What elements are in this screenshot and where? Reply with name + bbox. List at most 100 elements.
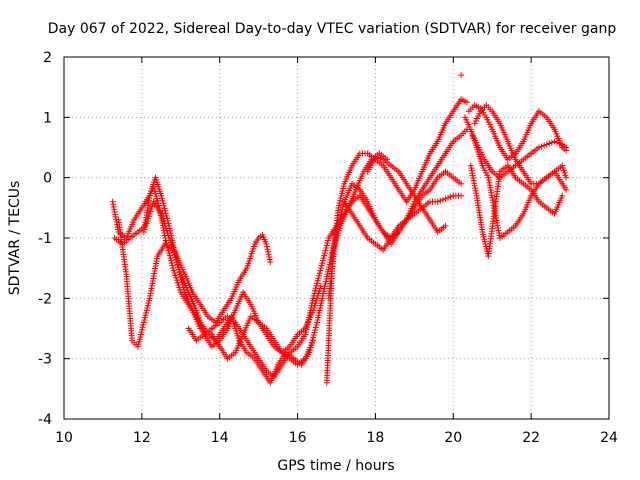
data-point: [160, 200, 167, 207]
x-tick-label: 16: [289, 430, 307, 446]
data-point: [447, 193, 454, 200]
data-point: [338, 211, 345, 218]
data-point: [336, 216, 343, 223]
data-point: [316, 270, 323, 277]
data-point: [317, 283, 324, 290]
x-tick-label: 18: [367, 430, 385, 446]
data-point: [559, 192, 566, 199]
data-point: [263, 241, 270, 248]
data-point: [159, 197, 166, 204]
series-trace-9: [364, 153, 449, 235]
data-point: [442, 195, 449, 202]
data-point: [563, 174, 570, 181]
data-point: [162, 210, 169, 217]
data-point: [336, 218, 343, 225]
data-point: [162, 207, 169, 214]
data-point: [377, 155, 384, 162]
data-point: [168, 257, 175, 264]
y-tick-label: -1: [38, 231, 52, 247]
data-point: [323, 245, 330, 252]
data-point: [311, 329, 318, 336]
data-point: [314, 277, 321, 284]
data-point: [338, 208, 345, 215]
data-point: [165, 247, 172, 254]
y-tick-label: -3: [38, 352, 52, 368]
data-point: [445, 194, 452, 201]
data-point: [320, 255, 327, 262]
data-point: [158, 192, 165, 199]
data-point: [166, 250, 173, 257]
data-point: [265, 248, 272, 255]
data-point: [160, 202, 167, 209]
data-point: [310, 332, 317, 339]
data-point: [310, 295, 317, 302]
data-point: [538, 143, 545, 150]
data-point: [312, 285, 319, 292]
data-point: [168, 260, 175, 267]
x-tick-label: 24: [600, 430, 618, 446]
chart-title: Day 067 of 2022, Sidereal Day-to-day VTE…: [48, 21, 617, 37]
data-point: [321, 250, 328, 257]
data-point: [543, 141, 550, 148]
x-tick-label: 10: [55, 430, 73, 446]
data-point: [310, 292, 317, 299]
data-point: [319, 260, 326, 267]
y-tick-label: -4: [38, 412, 52, 428]
y-tick-label: 1: [43, 110, 52, 126]
data-point: [315, 275, 322, 282]
data-point: [541, 142, 548, 149]
data-point: [266, 253, 273, 260]
x-tick-labels: 10 12 14 16 18 20 22 24: [55, 430, 618, 446]
y-tick-label: -2: [38, 291, 52, 307]
x-tick-label: 12: [133, 430, 151, 446]
data-point: [163, 240, 170, 247]
series-trace-8: [341, 192, 465, 254]
data-point: [266, 256, 273, 263]
data-point: [318, 262, 325, 269]
data-point: [334, 226, 341, 233]
data-point: [458, 72, 465, 79]
data-point: [339, 203, 346, 210]
data-point: [535, 144, 542, 151]
data-point: [563, 144, 570, 151]
data-point: [265, 251, 272, 258]
series-trace-7: [325, 126, 470, 302]
data-point: [314, 280, 321, 287]
data-point: [546, 140, 553, 147]
data-point: [267, 259, 274, 266]
y-tick-label: 2: [43, 50, 52, 66]
data-point: [263, 243, 270, 250]
data-point: [442, 222, 449, 229]
data-point: [317, 267, 324, 274]
data-point: [164, 242, 171, 249]
y-tick-labels: -4 -3 -2 -1 0 1 2: [38, 50, 52, 428]
data-point: [312, 324, 319, 331]
data-point: [372, 153, 379, 160]
data-point: [324, 240, 331, 247]
data-point: [375, 154, 382, 161]
data-point: [556, 140, 563, 147]
data-point: [325, 237, 332, 244]
data-marks: [109, 72, 570, 386]
data-point: [310, 337, 317, 344]
data-point: [162, 235, 169, 241]
data-point: [312, 327, 319, 334]
data-point: [458, 180, 465, 187]
data-point: [339, 206, 346, 213]
data-point: [313, 321, 320, 328]
data-point: [337, 213, 344, 220]
data-point: [335, 221, 342, 228]
data-point: [439, 196, 446, 203]
data-point: [158, 195, 165, 202]
series-trace-12: [467, 162, 566, 260]
data-point: [323, 242, 330, 249]
data-point: [161, 205, 168, 212]
data-point: [548, 139, 555, 146]
series-trace-6: [323, 96, 470, 386]
data-point: [463, 99, 470, 106]
data-point: [563, 186, 570, 193]
data-point: [321, 252, 328, 259]
data-point: [164, 245, 171, 252]
data-point: [312, 287, 319, 294]
